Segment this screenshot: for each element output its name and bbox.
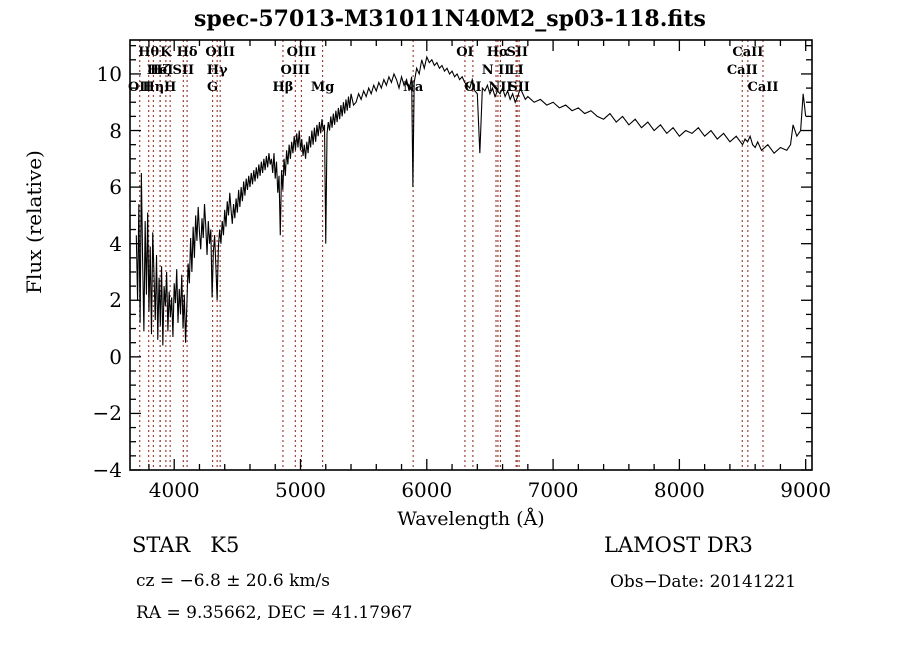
spectral-line-label: OIII	[286, 45, 317, 60]
y-axis-title: Flux (relative)	[22, 150, 46, 294]
coordinates-label: RA = 9.35662, DEC = 41.17967	[136, 603, 413, 623]
spectral-line-label: Hα	[486, 45, 510, 60]
spectral-line-label: OI	[456, 45, 474, 60]
plot-frame	[129, 39, 813, 471]
spectral-line-label: SII	[506, 45, 528, 60]
y-tick-label: 8	[109, 118, 122, 143]
spectral-line-markers	[139, 40, 764, 470]
spectral-line-label: Hθ	[138, 45, 160, 60]
spectral-line-label: CaII	[732, 45, 764, 60]
spectral-line-label: Na	[403, 80, 424, 95]
spectral-line-label: Hβ	[272, 80, 294, 95]
x-tick-label: 9000	[780, 478, 832, 502]
spectral-line-label: SII	[172, 63, 195, 78]
spectral-line-label: Hδ	[176, 45, 198, 60]
y-tick-label: −2	[92, 401, 122, 426]
y-tick-label: 4	[109, 231, 122, 256]
page-title: spec-57013-M31011N40M2_sp03-118.fits	[194, 6, 706, 32]
spectral-line-label: CaII	[747, 80, 779, 95]
spectral-line-label: Hγ	[206, 63, 228, 78]
spectral-line-label: OIII	[280, 63, 311, 78]
spectral-line-label: K	[160, 45, 172, 60]
y-tick-label: 0	[109, 344, 122, 369]
spectral-line-label: NII	[488, 80, 513, 95]
spectral-line-label: H	[164, 80, 177, 95]
spectral-line-label: LI	[508, 63, 524, 78]
spectral-line-label: OI	[464, 80, 482, 95]
x-tick-label: 6000	[401, 478, 453, 502]
spectral-line-label: SII	[508, 80, 530, 95]
x-tick-label: 7000	[527, 478, 579, 502]
spectral-line-label: OIII	[205, 45, 235, 60]
spectral-line-label: OII	[127, 80, 152, 95]
spectral-line-label: Mg	[310, 80, 335, 95]
x-tick-label: 5000	[275, 478, 326, 502]
spectral-line-label: N II	[481, 63, 511, 78]
y-tick-label: −4	[92, 458, 122, 482]
spectral-line-label: Hη	[142, 80, 165, 95]
spectral-line-label: Hζ	[150, 63, 171, 78]
spectral-line-label: G	[207, 80, 219, 95]
x-tick-label: 8000	[653, 478, 705, 502]
y-tick-label: 10	[96, 61, 122, 86]
survey-label: LAMOST DR3	[604, 533, 753, 557]
observation-date-label: Obs−Date: 20141221	[610, 572, 797, 592]
spectrum-trace	[135, 55, 807, 346]
object-type-label: STAR K5	[132, 533, 240, 557]
axes-frame	[129, 39, 813, 471]
x-tick-label: 4000	[148, 478, 200, 502]
spectral-line-label: HeI	[146, 63, 174, 78]
x-axis-title: Wavelength (Å)	[397, 508, 545, 530]
y-tick-label: 6	[109, 175, 122, 200]
redshift-velocity-label: cz = −6.8 ± 20.6 km/s	[136, 571, 330, 591]
y-tick-label: 2	[109, 288, 122, 313]
spectral-line-label: CaII	[726, 63, 758, 78]
